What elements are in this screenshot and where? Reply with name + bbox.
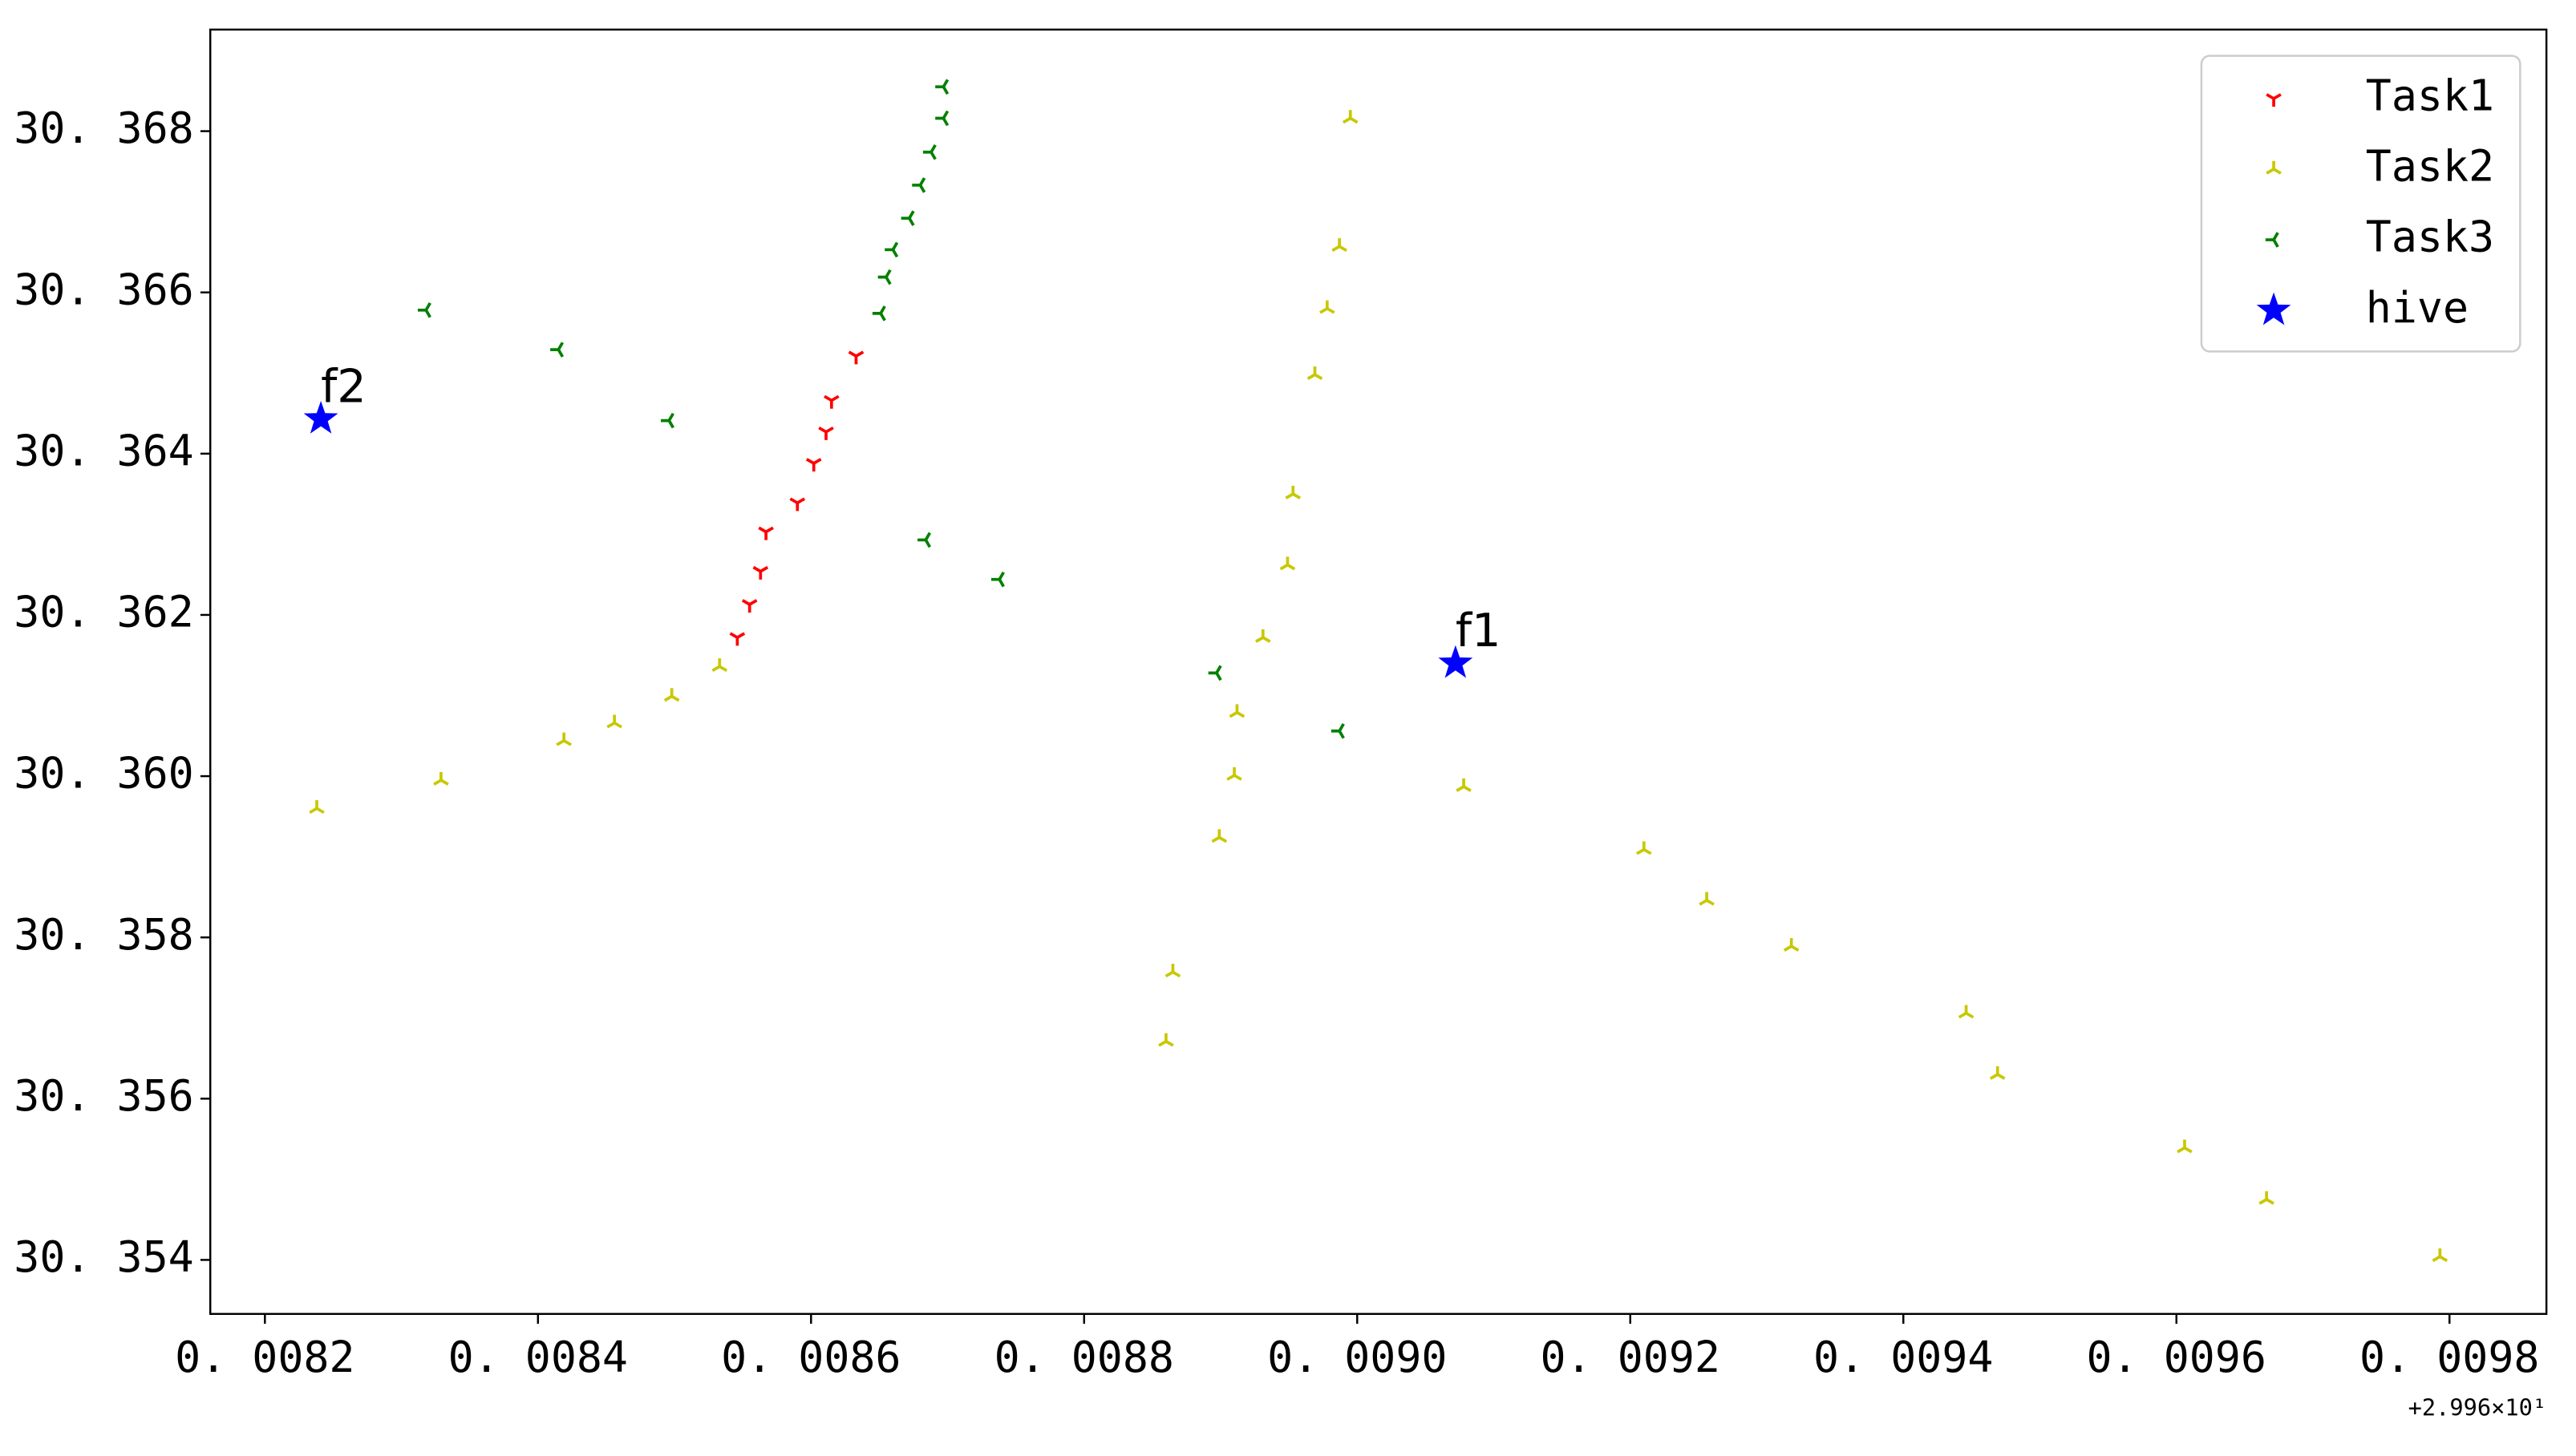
x-tick-label: 0. 0098 bbox=[2359, 1333, 2539, 1382]
y-tick-label: 30. 356 bbox=[14, 1071, 193, 1121]
legend-label: Task2 bbox=[2366, 142, 2494, 192]
tri-marker bbox=[1699, 892, 1715, 906]
tri-marker bbox=[2265, 232, 2279, 248]
tri-marker bbox=[1989, 1066, 2006, 1080]
tri-marker bbox=[1229, 704, 1245, 718]
tri-marker bbox=[1456, 778, 1472, 792]
star-marker bbox=[303, 401, 338, 434]
tri-marker bbox=[848, 350, 865, 365]
x-tick-label: 0. 0090 bbox=[1267, 1333, 1447, 1382]
tri-marker bbox=[729, 632, 746, 646]
tri-marker bbox=[1342, 110, 1359, 124]
tri-marker bbox=[935, 79, 950, 95]
tri-marker bbox=[818, 426, 834, 440]
plot-frame bbox=[209, 28, 2548, 1316]
x-tick-label: 0. 0094 bbox=[1813, 1333, 1993, 1382]
tri-marker bbox=[2432, 1248, 2448, 1263]
tri-marker bbox=[1783, 937, 1800, 952]
tri-marker bbox=[1958, 1005, 1975, 1019]
tri-marker bbox=[309, 800, 325, 815]
tri-marker bbox=[660, 412, 674, 429]
tri-marker bbox=[872, 305, 886, 322]
tri-marker bbox=[1306, 366, 1323, 380]
tri-marker bbox=[1279, 556, 1296, 571]
legend-label: Task3 bbox=[2366, 212, 2494, 262]
tri-marker bbox=[2266, 160, 2282, 175]
legend-box bbox=[2200, 55, 2521, 353]
tri-marker bbox=[663, 688, 680, 702]
tri-marker bbox=[990, 571, 1005, 588]
y-tick-label: 30. 360 bbox=[14, 749, 193, 799]
tri-marker bbox=[556, 732, 572, 746]
x-tick-label: 0. 0084 bbox=[448, 1333, 628, 1382]
x-tick-label: 0. 0096 bbox=[2087, 1333, 2266, 1382]
point-label: f2 bbox=[321, 359, 367, 413]
x-tick-label: 0. 0082 bbox=[175, 1333, 354, 1382]
tri-marker bbox=[550, 342, 565, 358]
tri-marker bbox=[1208, 665, 1222, 681]
tri-marker bbox=[606, 714, 622, 729]
tri-marker bbox=[901, 210, 915, 226]
y-tick-label: 30. 354 bbox=[14, 1232, 193, 1282]
tri-marker bbox=[824, 394, 840, 409]
tri-marker bbox=[2258, 1191, 2274, 1205]
x-tick-label: 0. 0088 bbox=[994, 1333, 1174, 1382]
tri-marker bbox=[758, 526, 774, 540]
tri-marker bbox=[433, 771, 449, 786]
star-marker bbox=[2256, 292, 2291, 326]
tri-marker bbox=[1211, 829, 1228, 843]
y-tick-label: 30. 364 bbox=[14, 426, 193, 475]
tri-marker bbox=[752, 565, 769, 580]
tri-marker bbox=[2266, 93, 2282, 107]
x-tick-label: 0. 0086 bbox=[721, 1333, 901, 1382]
tri-marker bbox=[1158, 1033, 1174, 1047]
tri-marker bbox=[1285, 485, 1302, 499]
tri-marker bbox=[741, 599, 758, 613]
tri-marker bbox=[2177, 1139, 2193, 1154]
tri-marker bbox=[1331, 238, 1347, 253]
tri-marker bbox=[1226, 766, 1242, 781]
point-label: f1 bbox=[1456, 604, 1501, 657]
y-tick-label: 30. 368 bbox=[14, 103, 193, 153]
legend-label: hive bbox=[2366, 283, 2469, 333]
tri-marker bbox=[912, 177, 926, 193]
tri-marker bbox=[1255, 629, 1271, 643]
tri-marker bbox=[1319, 300, 1335, 314]
tri-marker bbox=[711, 658, 728, 673]
x-tick-label: 0. 0092 bbox=[1541, 1333, 1720, 1382]
y-tick-label: 30. 366 bbox=[14, 265, 193, 314]
tri-marker bbox=[1331, 722, 1345, 739]
tri-marker bbox=[1164, 964, 1181, 978]
tri-marker bbox=[789, 497, 806, 512]
tri-marker bbox=[805, 458, 822, 472]
tri-marker bbox=[917, 532, 932, 548]
tri-marker bbox=[877, 269, 892, 285]
tri-marker bbox=[417, 302, 431, 318]
tri-marker bbox=[935, 110, 950, 127]
star-marker bbox=[1438, 645, 1473, 678]
y-tick-label: 30. 358 bbox=[14, 910, 193, 960]
tri-marker bbox=[922, 144, 937, 160]
legend-label: Task1 bbox=[2366, 71, 2494, 121]
tri-marker bbox=[1636, 841, 1652, 855]
tri-marker bbox=[885, 241, 899, 258]
y-tick-label: 30. 362 bbox=[14, 588, 193, 637]
x-offset-label: +2.996×10¹ bbox=[2408, 1394, 2547, 1422]
